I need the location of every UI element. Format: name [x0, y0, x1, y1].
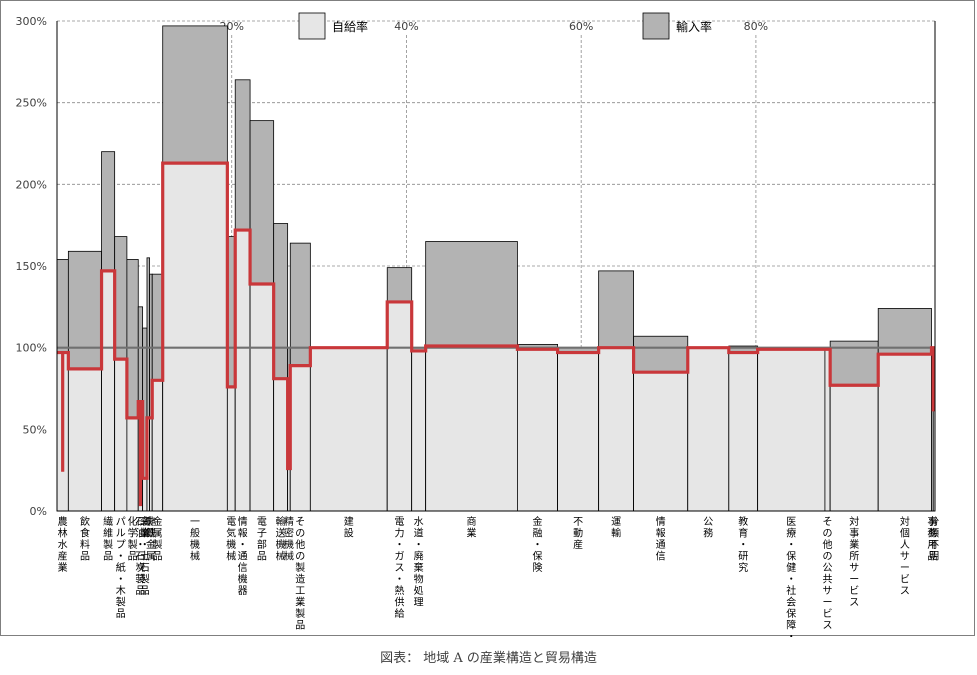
industry-bar-group	[162, 25, 228, 512]
industry-bar-group	[273, 223, 289, 512]
self-sufficiency-bar	[557, 352, 600, 512]
industry-bar-group	[67, 250, 102, 512]
industry-label: 公務	[703, 517, 713, 540]
industry-bar-group	[728, 345, 759, 512]
industry-label: 情報・通信機器	[238, 515, 248, 597]
self-sufficiency-bar	[226, 386, 236, 512]
industry-label: 建設	[344, 515, 354, 540]
industry-bar-group	[411, 347, 427, 512]
industry-label: その他の製造工業製品	[295, 516, 305, 632]
industry-label: 精密機械	[284, 515, 294, 563]
industry-label: 教育・研究	[738, 515, 748, 574]
y-tick-label: 0%	[30, 505, 47, 518]
industry-bar-group	[598, 270, 634, 512]
self-sufficiency-bar	[101, 270, 116, 512]
industry-bar-group	[517, 343, 558, 512]
industry-bar-group	[829, 340, 879, 512]
self-sufficiency-bar	[687, 347, 730, 512]
self-sufficiency-bar	[386, 301, 413, 512]
legend-swatch-self-sufficiency	[298, 12, 326, 40]
industry-bar-group	[101, 151, 116, 512]
y-tick-label: 250%	[16, 97, 47, 110]
industry-label: 電子部品	[257, 516, 267, 563]
y-tick-label: 100%	[16, 342, 47, 355]
industry-label: 飲食料品	[80, 515, 90, 563]
industry-bar-group	[386, 267, 413, 512]
industry-label: 金融・保険	[532, 515, 542, 574]
industry-label: 繊維製品	[103, 515, 113, 563]
y-tick-label: 200%	[16, 178, 47, 191]
self-sufficiency-bar	[728, 352, 759, 512]
industry-label: 情報通信	[656, 515, 666, 563]
figure-caption: 図表： 地域 A の産業構造と貿易構造	[380, 651, 597, 666]
industry-label: 運輸	[611, 516, 621, 540]
industry-label: 非鉄金属	[146, 516, 156, 563]
industry-label: 水道・廃棄物処理	[414, 516, 424, 609]
self-sufficiency-bar	[425, 345, 518, 512]
chart-area: 0%50%100%150%200%250%300% 20% 40% 60% 80%農林水…	[16, 12, 939, 637]
self-sufficiency-bar	[114, 358, 128, 512]
industry-label: 対個人サービス	[900, 515, 910, 597]
industry-label: 石油・石炭製品	[135, 517, 145, 597]
x-share-tick-label: 80%	[744, 20, 768, 33]
industry-bar-group	[425, 241, 518, 512]
industry-bar-group	[633, 335, 689, 512]
self-sufficiency-bar	[234, 229, 251, 512]
legend: 自給率 輸入率	[298, 12, 712, 40]
industry-label: パルプ・紙・木製品	[116, 516, 126, 620]
industry-label: 農林水産業	[58, 515, 68, 574]
industry-bar-group	[687, 347, 730, 512]
y-tick-label: 150%	[16, 260, 47, 273]
self-sufficiency-bar	[142, 477, 148, 512]
legend-label-import: 輸入率	[676, 19, 712, 34]
self-sufficiency-bar	[67, 368, 102, 512]
industry-label: 不動産	[573, 517, 583, 551]
industry-bar-group	[877, 308, 932, 512]
industry-label: 電力・ガス・熱供給	[394, 516, 404, 620]
self-sufficiency-bar	[162, 162, 228, 512]
self-sufficiency-bar	[757, 348, 826, 512]
industry-label: 対事業所サービス	[849, 515, 859, 609]
industry-bar-group	[289, 242, 311, 512]
legend-swatch-import	[642, 12, 670, 40]
self-sufficiency-bar	[877, 353, 932, 512]
industry-bar-group	[114, 236, 128, 512]
self-sufficiency-bar	[598, 347, 634, 512]
chart-frame: 0% 50% 100% 150% 200% 250% 300% 20% 40% 60% 80% 農林水…	[0, 0, 975, 637]
industry-bar-group	[309, 347, 388, 512]
industry-bar-group	[234, 79, 251, 512]
self-sufficiency-step-line	[57, 161, 935, 507]
self-sufficiency-bar	[273, 378, 289, 512]
industry-bar-group	[757, 348, 826, 512]
industry-bar-group	[249, 120, 275, 512]
self-sufficiency-bar	[517, 348, 558, 512]
legend-label-self-sufficiency: 自給率	[332, 19, 368, 34]
x-share-tick-label: 60%	[569, 20, 593, 33]
self-sufficiency-bar	[633, 371, 689, 512]
industry-bar-group	[557, 347, 600, 512]
y-tick-label: 50%	[23, 423, 47, 436]
x-share-tick-label: 40%	[394, 20, 418, 33]
self-sufficiency-bar	[126, 417, 139, 512]
industry-label: 化学製品	[128, 515, 138, 563]
industry-label: 電気機械	[226, 516, 236, 563]
self-sufficiency-bar	[829, 384, 879, 512]
self-sufficiency-bar	[309, 347, 388, 512]
self-sufficiency-bar	[411, 350, 427, 512]
industry-label: 輸送機械	[276, 515, 286, 563]
industry-label: その他の公共サービス	[823, 516, 833, 632]
self-sufficiency-bar	[289, 365, 311, 512]
industry-bar-group	[126, 259, 139, 512]
industry-label: 医療・保健・社会保障・介護	[786, 516, 796, 637]
y-tick-label: 300%	[16, 15, 47, 28]
industry-label: 商業	[467, 515, 477, 540]
industry-label: 鉄鋼	[143, 515, 153, 540]
self-sufficiency-bar	[249, 283, 275, 512]
industry-label: 窯業・土石製品	[140, 515, 150, 597]
industry-label: 分類不明	[929, 516, 939, 563]
industry-label: 金属製品	[152, 515, 162, 563]
industry-label: 一般機械	[190, 517, 200, 563]
industry-label: 事務用品	[927, 515, 937, 563]
